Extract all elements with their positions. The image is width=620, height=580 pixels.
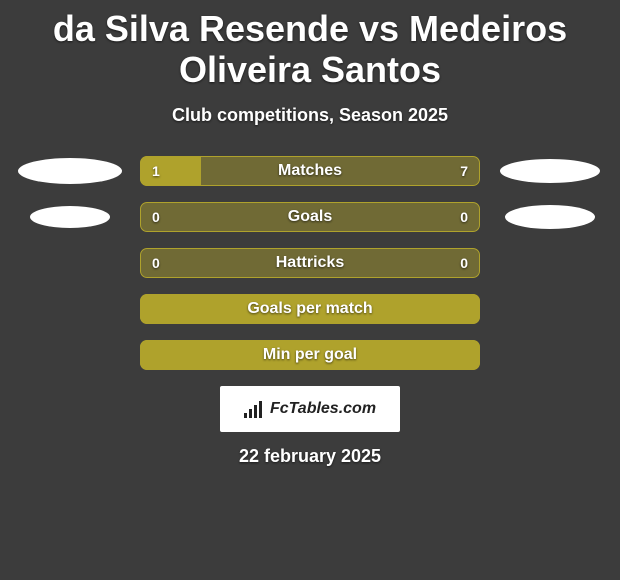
player-oval-left bbox=[18, 158, 122, 184]
stat-value-right: 7 bbox=[460, 163, 468, 179]
stat-label: Goals per match bbox=[140, 300, 480, 318]
date-label: 22 february 2025 bbox=[0, 446, 620, 467]
player-oval-right bbox=[500, 159, 600, 183]
stat-label: Min per goal bbox=[140, 346, 480, 364]
stat-label: Matches bbox=[140, 162, 480, 180]
stat-bar: Min per goal bbox=[140, 340, 480, 370]
comparison-infographic: da Silva Resende vs Medeiros Oliveira Sa… bbox=[0, 0, 620, 580]
stat-row: Goals per match bbox=[0, 294, 620, 324]
stat-value-left: 1 bbox=[152, 163, 160, 179]
stats-area: Matches17Goals00Hattricks00Goals per mat… bbox=[0, 156, 620, 370]
stat-value-right: 0 bbox=[460, 255, 468, 271]
stat-value-left: 0 bbox=[152, 255, 160, 271]
right-side bbox=[480, 205, 620, 229]
left-side bbox=[0, 206, 140, 228]
stat-row: Goals0 0 bbox=[0, 202, 620, 232]
logo-bars-icon bbox=[244, 400, 262, 418]
stat-bar: Goals0 0 bbox=[140, 202, 480, 232]
stat-value-left: 0 bbox=[152, 209, 160, 225]
stat-row: Hattricks0 0 bbox=[0, 248, 620, 278]
player-oval-right bbox=[505, 205, 595, 229]
page-title: da Silva Resende vs Medeiros Oliveira Sa… bbox=[0, 0, 620, 91]
right-side bbox=[480, 159, 620, 183]
stat-bar: Hattricks0 0 bbox=[140, 248, 480, 278]
left-side bbox=[0, 158, 140, 184]
stat-bar: Goals per match bbox=[140, 294, 480, 324]
stat-bar: Matches1 7 bbox=[140, 156, 480, 186]
stat-value-right: 0 bbox=[460, 209, 468, 225]
stat-row: Matches1 7 bbox=[0, 156, 620, 186]
stat-row: Min per goal bbox=[0, 340, 620, 370]
logo-text: FcTables.com bbox=[270, 400, 376, 418]
fctables-logo: FcTables.com bbox=[220, 386, 400, 432]
stat-label: Hattricks bbox=[140, 254, 480, 272]
subtitle: Club competitions, Season 2025 bbox=[0, 105, 620, 126]
player-oval-left bbox=[30, 206, 110, 228]
stat-label: Goals bbox=[140, 208, 480, 226]
